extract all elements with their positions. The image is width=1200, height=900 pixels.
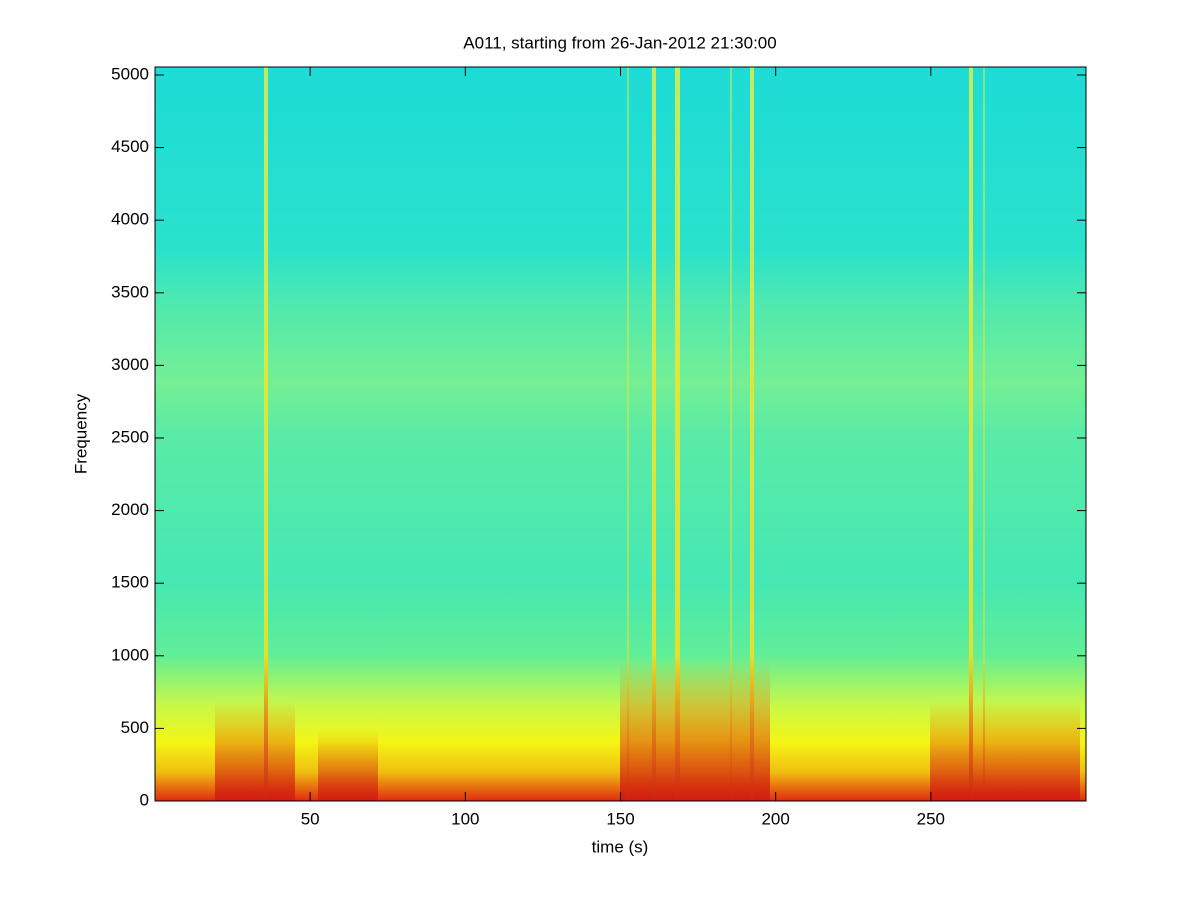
x-tick-label: 100: [451, 809, 479, 828]
y-tick-label: 1000: [111, 645, 149, 664]
y-tick-label: 1500: [111, 573, 149, 592]
chart-title: A011, starting from 26-Jan-2012 21:30:00: [463, 33, 776, 52]
x-tick-label: 250: [917, 809, 945, 828]
y-tick-label: 500: [121, 718, 149, 737]
x-tick-label: 200: [761, 809, 789, 828]
y-tick-label: 5000: [111, 64, 149, 83]
y-tick-label: 2500: [111, 427, 149, 446]
spectrogram-image: [155, 67, 1086, 801]
y-tick-label: 0: [140, 790, 149, 809]
y-tick-label: 2000: [111, 500, 149, 519]
x-axis-label: time (s): [592, 837, 649, 856]
y-tick-label: 3500: [111, 282, 149, 301]
y-tick-label: 4500: [111, 137, 149, 156]
y-tick-label: 4000: [111, 210, 149, 229]
x-tick-label: 50: [301, 809, 320, 828]
y-tick-label: 3000: [111, 355, 149, 374]
y-axis-label: Frequency: [71, 393, 90, 474]
x-tick-label: 150: [606, 809, 634, 828]
